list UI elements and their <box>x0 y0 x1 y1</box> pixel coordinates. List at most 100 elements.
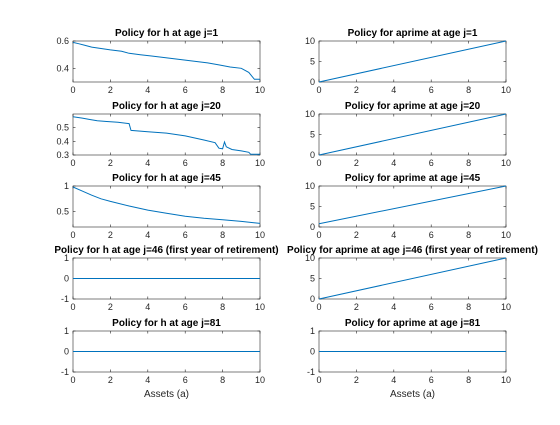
y-tick-label: 0.4 <box>56 136 69 146</box>
x-tick-label: 10 <box>501 375 511 385</box>
x-tick-label: 6 <box>183 158 188 168</box>
x-tick-label: 8 <box>220 302 225 312</box>
y-tick-label: -1 <box>61 294 69 304</box>
x-tick-label: 0 <box>316 302 321 312</box>
y-tick-label: 0 <box>310 222 315 232</box>
y-tick-label: 1 <box>64 181 69 191</box>
x-tick-label: 10 <box>255 302 265 312</box>
x-tick-label: 4 <box>145 158 150 168</box>
x-tick-label: 0 <box>70 230 75 240</box>
axes-box <box>318 185 507 228</box>
x-tick-label: 0 <box>316 85 321 95</box>
subplot-7: Policy for h at age j=46 (first year of … <box>54 245 278 312</box>
x-tick-label: 10 <box>501 85 511 95</box>
x-tick-label: 4 <box>391 85 396 95</box>
y-tick-label: 0.4 <box>56 63 69 73</box>
x-tick-label: 0 <box>70 375 75 385</box>
series-line <box>318 113 507 156</box>
series-line <box>318 40 507 83</box>
x-tick-label: 6 <box>183 230 188 240</box>
series-line <box>72 186 261 224</box>
x-tick-label: 2 <box>108 230 113 240</box>
x-tick-label: 6 <box>183 375 188 385</box>
x-tick-label: 4 <box>145 230 150 240</box>
x-tick-label: 6 <box>429 158 434 168</box>
y-tick-label: 10 <box>305 109 315 119</box>
subplot-title: Policy for h at age j=46 (first year of … <box>54 245 278 256</box>
subplot-4: Policy for aprime at age j=20 0 2 4 6 8 10 0 5 10 <box>305 101 511 168</box>
subplot-2: Policy for aprime at age j=1 0 2 4 6 8 10 0 5 10 <box>305 28 511 95</box>
x-tick-label: 2 <box>108 302 113 312</box>
y-tick-label: 0 <box>310 77 315 87</box>
subplot-5: Policy for h at age j=45 0 2 4 6 8 10 0.5 1 <box>56 173 265 240</box>
y-tick-label: 1 <box>310 326 315 336</box>
y-tick-label: 0 <box>64 347 69 357</box>
x-tick-label: 8 <box>220 375 225 385</box>
y-tick-label: 0.5 <box>56 207 69 217</box>
x-axis-label: Assets (a) <box>390 389 435 400</box>
x-tick-label: 4 <box>391 302 396 312</box>
x-tick-label: 8 <box>466 158 471 168</box>
y-tick-label: -1 <box>61 367 69 377</box>
subplot-title: Policy for h at age j=81 <box>112 318 221 329</box>
x-tick-label: 6 <box>429 230 434 240</box>
y-tick-label: 0.5 <box>56 123 69 133</box>
subplot-title: Policy for h at age j=45 <box>112 173 221 184</box>
series-line <box>72 116 260 155</box>
x-tick-label: 6 <box>429 85 434 95</box>
y-tick-label: 5 <box>310 202 315 212</box>
subplot-title: Policy for h at age j=1 <box>115 28 219 39</box>
x-tick-label: 8 <box>220 158 225 168</box>
x-tick-label: 0 <box>316 158 321 168</box>
x-tick-label: 2 <box>354 85 359 95</box>
y-tick-label: 1 <box>64 326 69 336</box>
x-tick-label: 8 <box>466 85 471 95</box>
y-tick-label: 0 <box>310 150 315 160</box>
y-tick-label: 10 <box>305 253 315 263</box>
subplot-title: Policy for aprime at age j=20 <box>345 101 481 112</box>
y-tick-label: 0.3 <box>56 150 69 160</box>
x-tick-label: 8 <box>466 375 471 385</box>
x-axis-label: Assets (a) <box>144 389 189 400</box>
subplot-8: Policy for aprime at age j=46 (first yea… <box>287 245 538 312</box>
x-tick-label: 4 <box>391 158 396 168</box>
subplot-title: Policy for aprime at age j=81 <box>345 318 481 329</box>
x-tick-label: 4 <box>145 375 150 385</box>
x-tick-label: 0 <box>316 375 321 385</box>
x-tick-label: 4 <box>145 302 150 312</box>
x-tick-label: 2 <box>354 302 359 312</box>
x-tick-label: 0 <box>316 230 321 240</box>
x-tick-label: 8 <box>220 230 225 240</box>
x-tick-label: 2 <box>354 230 359 240</box>
subplot-title: Policy for aprime at age j=1 <box>348 28 478 39</box>
x-tick-label: 2 <box>108 85 113 95</box>
subplot-6: Policy for aprime at age j=45 0 2 4 6 8 10 0 5 10 <box>305 173 511 240</box>
x-tick-label: 8 <box>466 230 471 240</box>
x-tick-label: 4 <box>391 375 396 385</box>
y-tick-label: 0 <box>64 274 69 284</box>
subplot-3: Policy for h at age j=20 0 2 4 6 8 10 0.3 0.4 0.5 <box>56 101 265 168</box>
y-tick-label: 5 <box>310 274 315 284</box>
series-line <box>72 41 260 80</box>
x-tick-label: 6 <box>429 302 434 312</box>
x-tick-label: 6 <box>429 375 434 385</box>
x-tick-label: 0 <box>70 302 75 312</box>
x-tick-label: 2 <box>354 375 359 385</box>
y-tick-label: 0 <box>310 294 315 304</box>
x-tick-label: 8 <box>220 85 225 95</box>
x-tick-label: 10 <box>255 85 265 95</box>
x-tick-label: 2 <box>108 158 113 168</box>
x-tick-label: 4 <box>391 230 396 240</box>
series-line <box>318 185 507 225</box>
y-tick-label: -1 <box>307 367 315 377</box>
y-tick-label: 0 <box>310 347 315 357</box>
x-tick-label: 10 <box>501 158 511 168</box>
subplot-title: Policy for aprime at age j=46 (first yea… <box>287 245 538 256</box>
y-tick-label: 1 <box>64 253 69 263</box>
subplot-9: Policy for h at age j=810 2 4 6 8 10-101Asset… <box>61 318 265 400</box>
x-tick-label: 10 <box>255 375 265 385</box>
x-tick-label: 8 <box>466 302 471 312</box>
x-tick-label: 0 <box>70 158 75 168</box>
